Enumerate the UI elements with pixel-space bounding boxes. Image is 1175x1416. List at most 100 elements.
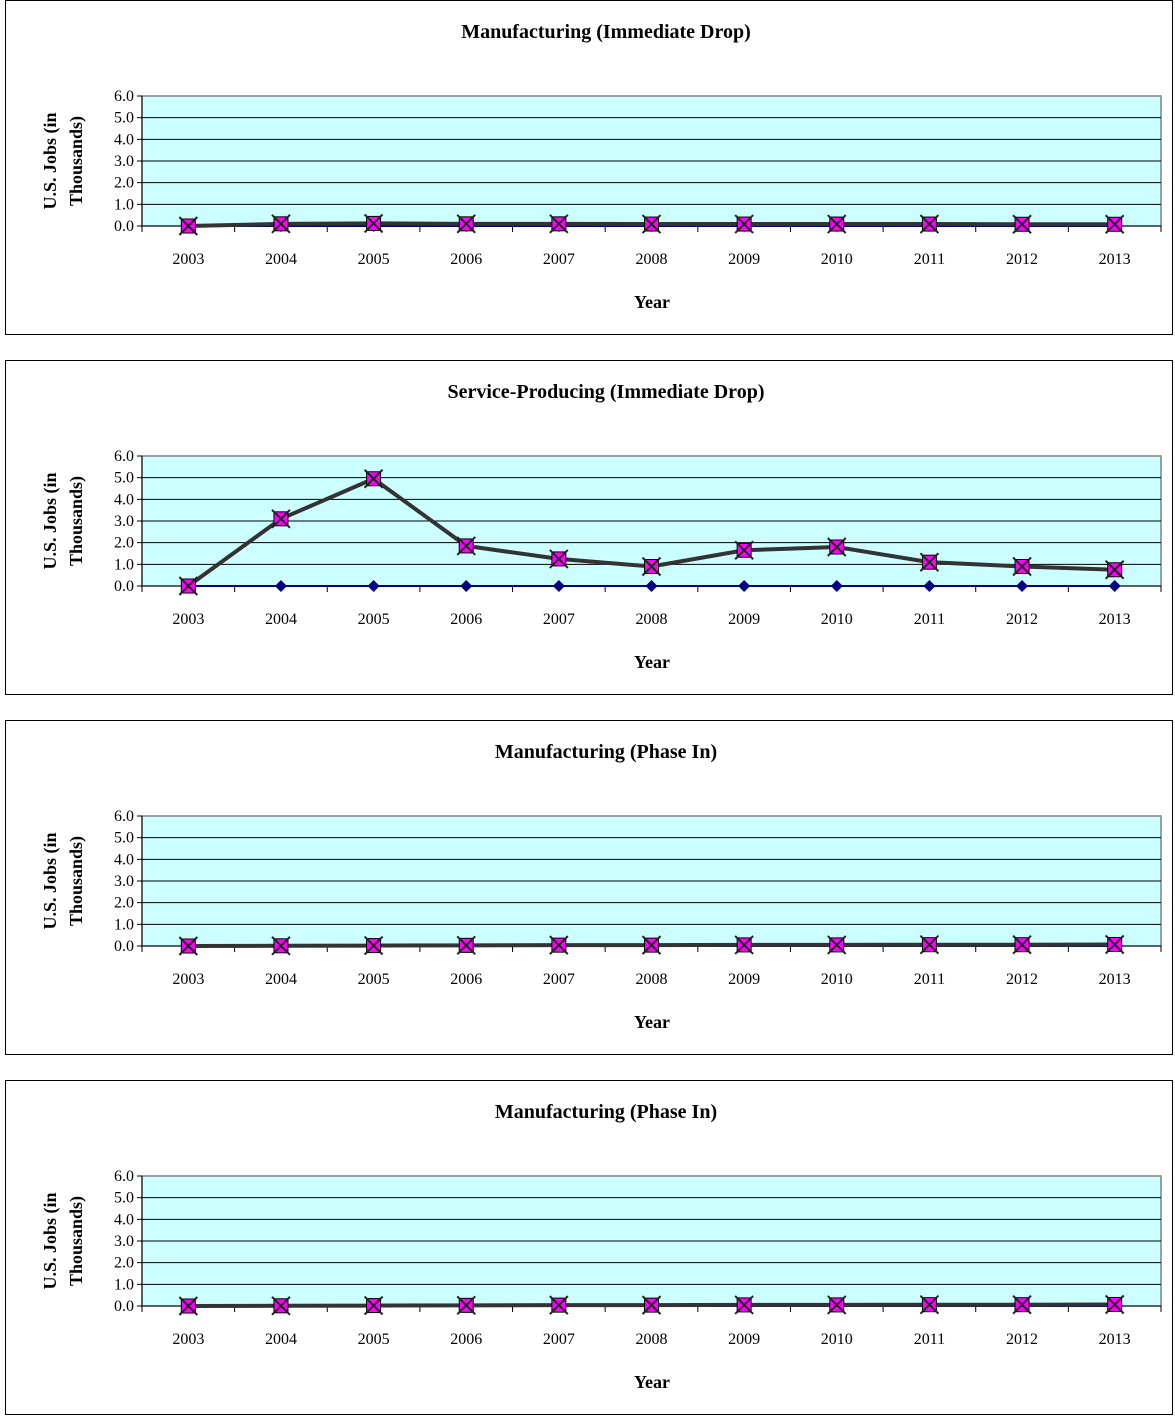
y-tick-label: 4.0: [114, 1211, 134, 1228]
x-tick-label: 2007: [543, 611, 575, 628]
point-cross: [641, 1295, 662, 1315]
chart-title: Manufacturing (Phase In): [495, 741, 717, 763]
series-2-point: [1104, 214, 1125, 234]
series-2-point: [363, 1295, 384, 1316]
x-tick-label: 2008: [636, 611, 668, 628]
x-tick-label: 2013: [1099, 251, 1131, 268]
x-tick-label: 2006: [450, 971, 482, 988]
point-cross: [1104, 934, 1125, 955]
series-2-point: [734, 935, 754, 955]
chart-3: Manufacturing (Phase In) 0.0 1.0 2.0 3.0 4.0 5…: [5, 720, 1173, 1055]
point-cross: [1012, 214, 1032, 234]
x-tick-label: 2004: [265, 611, 297, 628]
series-2-point: [363, 213, 384, 234]
y-tick-label: 4.0: [114, 851, 134, 868]
y-tick-label: 1.0: [114, 1276, 134, 1293]
y-axis-title-line: Thousands): [66, 1196, 87, 1286]
series-2-point: [549, 214, 569, 234]
series-2-point: [456, 1295, 476, 1316]
x-tick-label: 2011: [914, 971, 945, 988]
y-tick-label: 1.0: [114, 556, 134, 573]
series-2-point: [641, 1295, 662, 1315]
chart-svg: Service-Producing (Immediate Drop) 0.0 1.0…: [40, 381, 1162, 672]
point-cross: [363, 213, 384, 234]
y-axis-title: U.S. Jobs (in Thousands): [40, 1192, 87, 1289]
point-cross: [178, 216, 199, 236]
chart-2: Service-Producing (Immediate Drop) 0.0 1.0…: [5, 360, 1173, 695]
point-cross: [827, 537, 847, 557]
point-cross: [456, 935, 476, 956]
point-cross: [363, 1295, 384, 1316]
point-cross: [271, 214, 291, 234]
x-tick-label: 2005: [358, 611, 390, 628]
y-tick-label: 4.0: [114, 131, 134, 148]
chart-title: Service-Producing (Immediate Drop): [448, 381, 765, 403]
series-2-point: [178, 1296, 199, 1316]
point-cross: [1104, 560, 1125, 580]
chart-svg: Manufacturing (Phase In) 0.0 1.0 2.0 3.0 4.0 5…: [40, 1101, 1162, 1392]
point-cross: [1104, 214, 1125, 234]
x-tick-label: 2008: [636, 971, 668, 988]
y-axis-title: U.S. Jobs (in Thousands): [40, 832, 87, 929]
chart-1: Manufacturing (Immediate Drop) 0.0 1.0 2.0 3…: [5, 0, 1173, 335]
point-cross: [734, 540, 754, 560]
point-cross: [734, 935, 754, 955]
series-2-point: [549, 1295, 569, 1315]
x-tick-label: 2010: [821, 1331, 853, 1348]
x-tick-label: 2009: [728, 971, 760, 988]
x-tick-label: 2009: [728, 251, 760, 268]
series-2-point: [827, 214, 847, 234]
x-tick-label: 2003: [172, 1331, 204, 1348]
y-tick-label: 5.0: [114, 1190, 134, 1207]
x-tick-label: 2010: [821, 611, 853, 628]
y-axis-title-line: Thousands): [66, 116, 87, 206]
point-cross: [549, 1295, 569, 1315]
y-tick-label: 5.0: [114, 110, 134, 127]
point-cross: [1012, 556, 1032, 577]
point-cross: [271, 936, 291, 956]
series-2-point: [178, 576, 199, 596]
x-tick-label: 2005: [358, 251, 390, 268]
y-tick-label: 3.0: [114, 1233, 134, 1250]
point-cross: [363, 935, 384, 956]
x-tick-label: 2006: [450, 1331, 482, 1348]
chart-svg: Manufacturing (Phase In) 0.0 1.0 2.0 3.0 4.0 5…: [40, 741, 1162, 1032]
series-2-point: [827, 1295, 847, 1315]
y-tick-label: 6.0: [114, 448, 134, 465]
point-cross: [549, 214, 569, 234]
series-2-point: [549, 549, 569, 569]
x-tick-label: 2008: [636, 1331, 668, 1348]
series-2-point: [1012, 214, 1032, 234]
series-2-point: [1104, 934, 1125, 955]
series-2-point: [919, 214, 940, 234]
series-2-point: [456, 536, 476, 556]
point-cross: [734, 1295, 754, 1315]
series-1-point: [1108, 580, 1121, 592]
y-tick-label: 2.0: [114, 535, 134, 552]
series-1-point: [738, 580, 751, 592]
point-cross: [456, 1295, 476, 1316]
series-2-point: [641, 214, 662, 234]
y-tick-label: 0.0: [114, 218, 134, 235]
series-2-point: [919, 934, 940, 955]
y-tick-label: 4.0: [114, 491, 134, 508]
y-tick-label: 1.0: [114, 196, 134, 213]
point-cross: [549, 935, 569, 955]
x-axis-title: Year: [634, 652, 670, 672]
y-axis-title-line: U.S. Jobs (in: [40, 112, 61, 209]
series-2-point: [456, 935, 476, 956]
series-2-point: [271, 214, 291, 234]
y-axis-title-line: Thousands): [66, 836, 87, 926]
series-2-point: [178, 936, 199, 956]
series-2-point: [1012, 1294, 1032, 1315]
x-tick-label: 2007: [543, 251, 575, 268]
point-cross: [919, 552, 940, 572]
point-cross: [363, 469, 384, 489]
y-tick-label: 2.0: [114, 895, 134, 912]
x-tick-label: 2003: [172, 251, 204, 268]
chart-4: Manufacturing (Phase In) 0.0 1.0 2.0 3.0 4.0 5…: [5, 1080, 1173, 1415]
chart-title: Manufacturing (Immediate Drop): [461, 21, 751, 43]
point-cross: [919, 934, 940, 955]
x-tick-label: 2011: [914, 251, 945, 268]
y-tick-label: 3.0: [114, 153, 134, 170]
